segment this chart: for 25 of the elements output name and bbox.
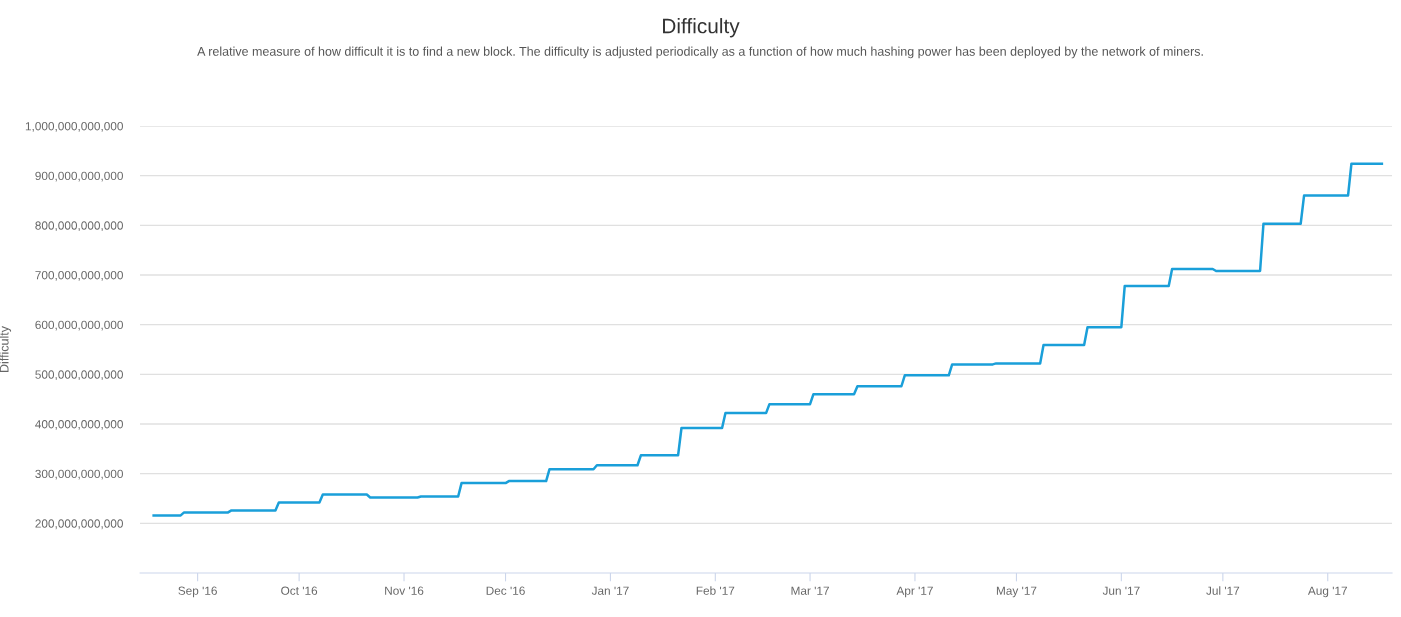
y-tick-label: 900,000,000,000	[35, 171, 123, 182]
x-tick-label: Jun '17	[1102, 586, 1140, 595]
x-tick-label: Oct '16	[281, 586, 318, 595]
x-tick-label: May '17	[996, 586, 1037, 598]
x-tick-label: Feb '17	[696, 586, 735, 595]
x-tick-label: Sep '16	[178, 586, 217, 598]
y-tick-label: 300,000,000,000	[35, 469, 123, 480]
chart-subtitle: A relative measure of how difficult it is to find a new block. The difficulty is adjusted periodically as a function of how much hashing power has been deployed by the network of miners.	[197, 46, 1203, 59]
y-axis-title: Difficulty	[0, 326, 12, 372]
y-tick-label: 500,000,000,000	[35, 370, 123, 381]
y-tick-label: 600,000,000,000	[35, 320, 123, 331]
x-tick-label: Nov '16	[385, 586, 424, 595]
y-tick-label: 400,000,000,000	[35, 420, 123, 430]
y-tick-label: 1,000,000,000,000	[25, 122, 123, 132]
y-tick-label: 200,000,000,000	[35, 519, 123, 530]
y-tick-label: 700,000,000,000	[35, 271, 123, 281]
x-tick-label: Apr '17	[896, 586, 933, 598]
y-tick-label: 800,000,000,000	[35, 221, 123, 232]
x-tick-label: Jan '17	[591, 586, 629, 595]
chart-title: Difficulty	[663, 18, 740, 38]
x-tick-label: Mar '17	[791, 586, 829, 595]
x-tick-label: Dec '16	[486, 586, 525, 595]
x-tick-label: Aug '17	[1307, 586, 1347, 598]
line-series	[152, 162, 1384, 517]
x-tick-label: Jul '17	[1206, 586, 1240, 595]
